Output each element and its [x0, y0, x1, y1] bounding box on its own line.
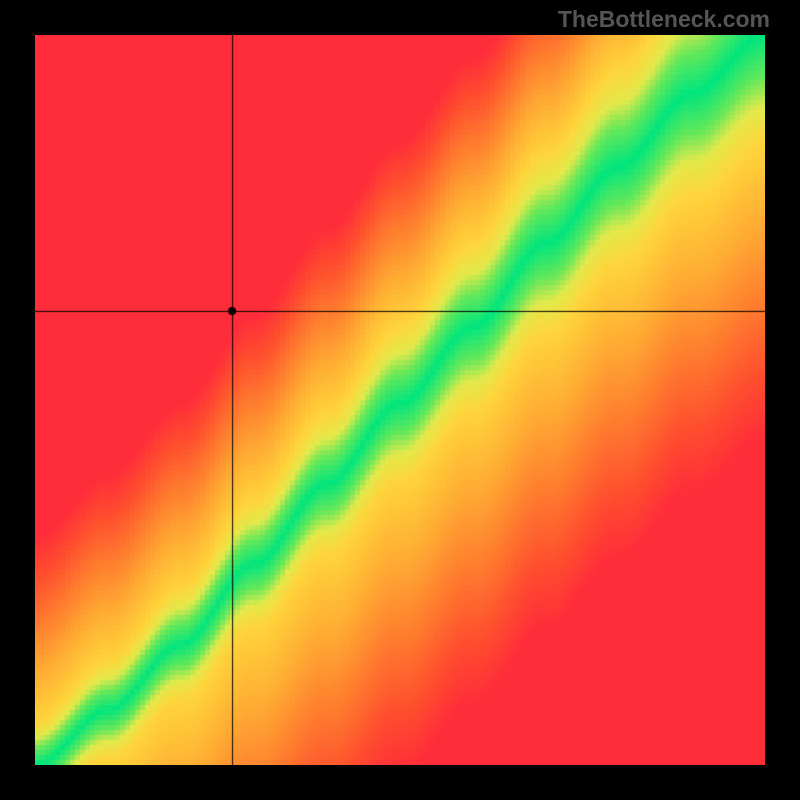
watermark-text: TheBottleneck.com — [558, 6, 770, 33]
bottleneck-heatmap — [35, 35, 765, 765]
chart-container: { "watermark": { "text": "TheBottleneck.… — [0, 0, 800, 800]
